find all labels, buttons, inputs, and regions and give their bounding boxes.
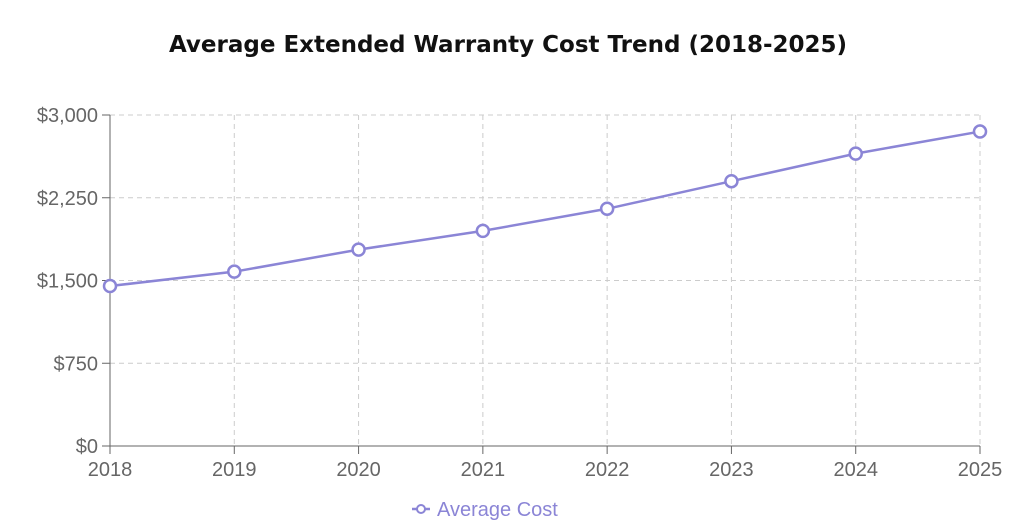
legend-point-marker xyxy=(416,504,426,514)
x-tick-label: 2024 xyxy=(833,459,878,481)
data-point[interactable] xyxy=(351,242,366,257)
y-tick-label: $2,250 xyxy=(37,188,98,210)
chart-title: Average Extended Warranty Cost Trend (20… xyxy=(169,32,847,58)
series-line xyxy=(109,130,981,288)
data-point[interactable] xyxy=(724,173,739,189)
y-tick-label: $0 xyxy=(76,436,98,458)
legend-label: Average Cost xyxy=(437,499,558,521)
x-tick-label: 2022 xyxy=(585,459,630,481)
data-point[interactable] xyxy=(848,146,863,161)
x-tick-label: 2025 xyxy=(958,459,1003,481)
data-point[interactable] xyxy=(972,124,988,139)
grid xyxy=(110,114,981,446)
series-layer xyxy=(102,124,988,294)
data-point[interactable] xyxy=(227,264,242,279)
data-point[interactable] xyxy=(475,223,491,239)
legend[interactable]: Average Cost xyxy=(412,499,558,521)
x-tick-label: 2023 xyxy=(709,459,754,481)
legend-item[interactable]: Average Cost xyxy=(412,499,558,521)
data-point[interactable] xyxy=(599,201,615,217)
data-point[interactable] xyxy=(102,278,118,294)
x-tick-label: 2021 xyxy=(461,459,506,481)
y-tick-label: $3,000 xyxy=(37,105,98,127)
x-tick-label: 2019 xyxy=(212,459,257,481)
x-axis-ticks: 2018 2019 2020 2021 2022 2023 2024 2025 xyxy=(88,446,1003,481)
y-tick-label: $1,500 xyxy=(37,271,98,293)
y-axis-ticks: $0 $750 $1,500 $2,250 $3,000 xyxy=(37,105,110,458)
y-tick-label: $750 xyxy=(54,353,99,375)
x-tick-label: 2020 xyxy=(336,459,381,481)
x-tick-label: 2018 xyxy=(88,459,133,481)
